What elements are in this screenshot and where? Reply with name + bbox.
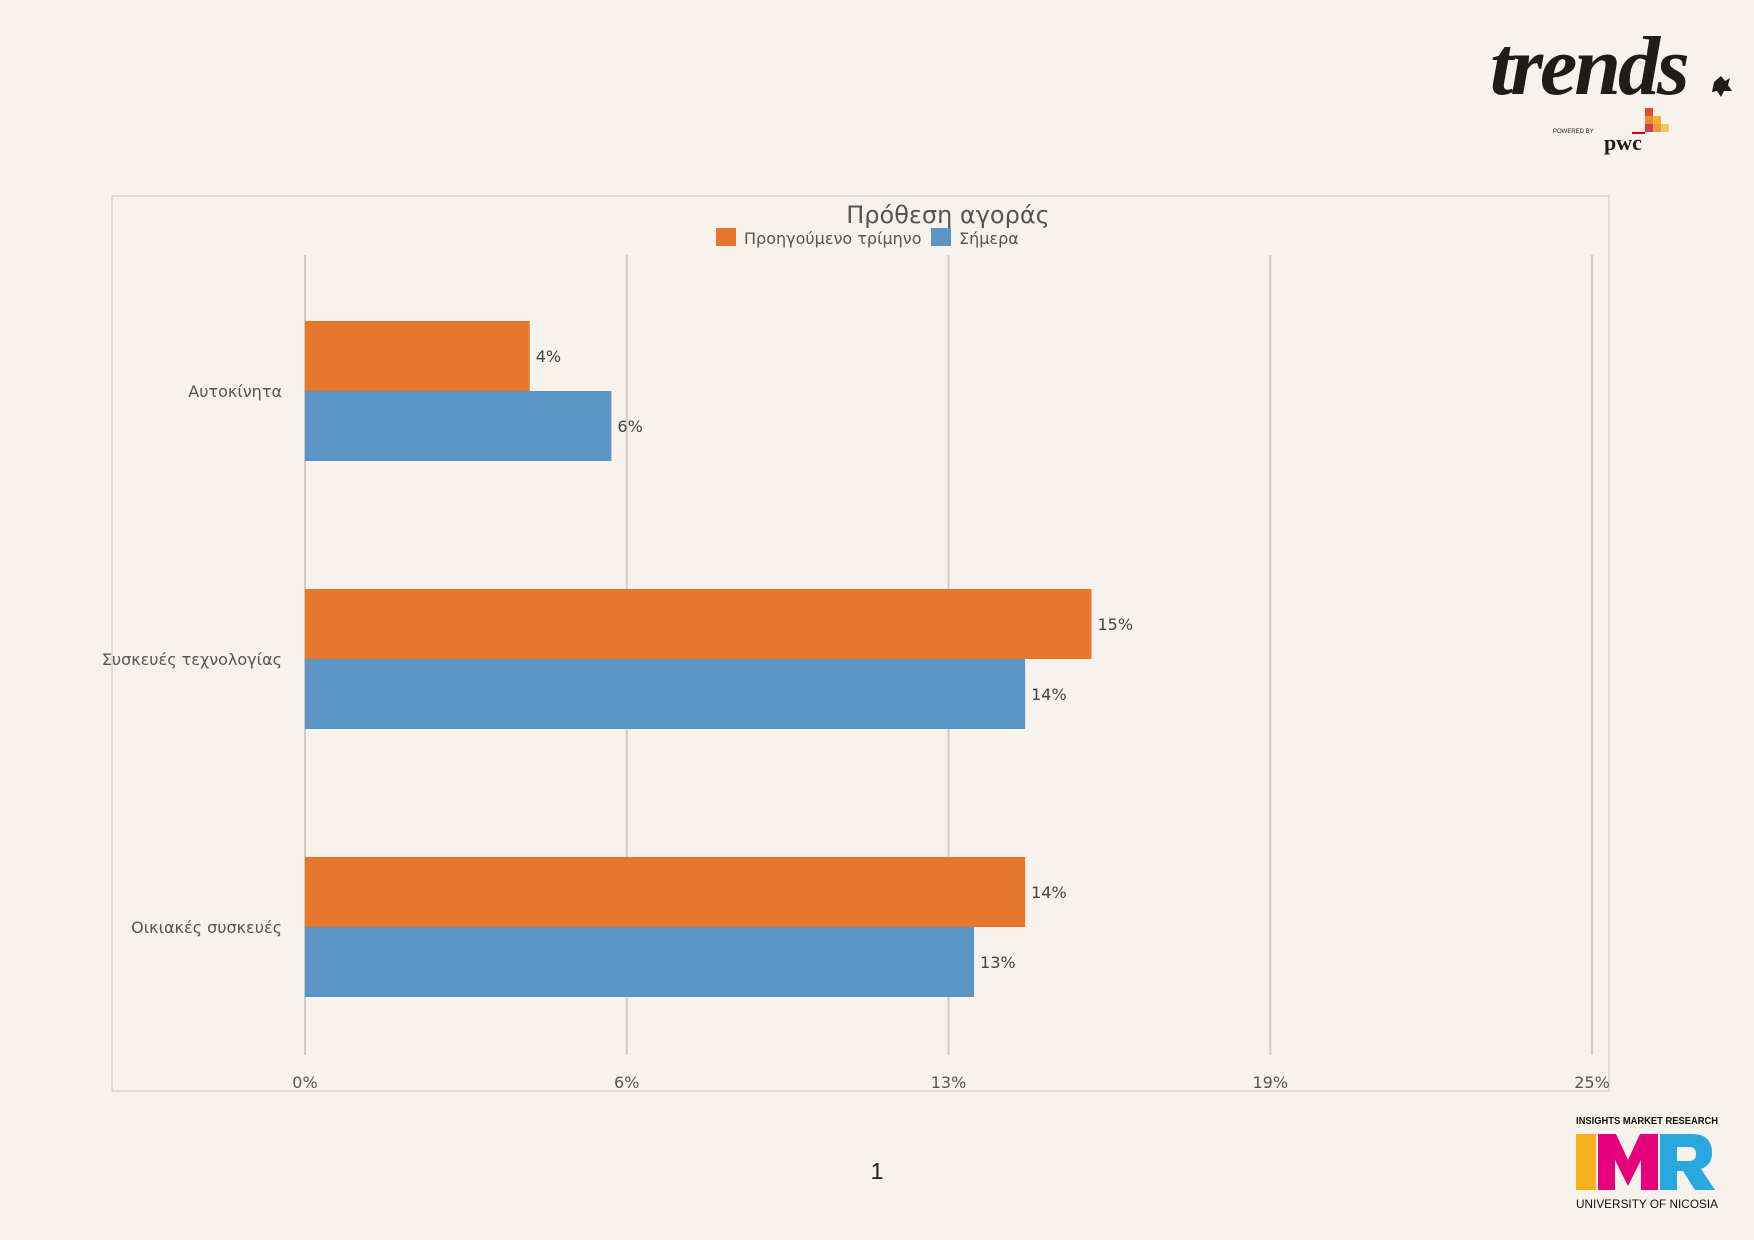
trends-wordmark: trends: [1490, 20, 1688, 113]
x-tick-label: 25%: [1574, 1073, 1610, 1092]
chart-legend: Προηγούμενο τρίμηνο Σήμερα: [716, 228, 1019, 248]
category-label: Αυτοκίνητα: [188, 382, 282, 401]
imr-top-text: INSIGHTS MARKET RESEARCH: [1576, 1115, 1718, 1127]
legend-swatch-today: [931, 228, 951, 246]
pwc-wordmark: pwc: [1604, 130, 1642, 155]
imr-logo: INSIGHTS MARKET RESEARCH UNIVERSITY OF N…: [1576, 1115, 1718, 1211]
bar-today: [305, 659, 1026, 729]
bar-value-label: 4%: [536, 347, 561, 366]
legend-swatch-previous: [716, 228, 736, 246]
x-tick-label: 6%: [614, 1073, 639, 1092]
bar-previous-quarter: [305, 857, 1026, 927]
bar-value-label: 14%: [1031, 883, 1067, 902]
category-labels: Αυτοκίνητα Συσκευές τεχνολογίας Οικιακές σ…: [102, 382, 282, 937]
imr-mark-icon: [1576, 1134, 1715, 1190]
imr-bottom-text: UNIVERSITY OF NICOSIA: [1576, 1197, 1718, 1211]
category-label: Οικιακές συσκευές: [131, 918, 282, 937]
trends-pwc-logo: trends POWERED BY pwc: [1490, 20, 1732, 155]
category-label: Συσκευές τεχνολογίας: [102, 650, 282, 669]
pwc-squares-icon: [1632, 108, 1669, 134]
page-number: 1: [870, 1158, 884, 1184]
legend-label-today: Σήμερα: [959, 229, 1019, 248]
bar-previous-quarter: [305, 321, 530, 391]
legend-label-previous: Προηγούμενο τρίμηνο: [744, 229, 922, 248]
bar-value-label: 6%: [617, 417, 642, 436]
bar-value-label: 14%: [1031, 685, 1067, 704]
x-tick-label: 13%: [931, 1073, 967, 1092]
bar-today: [305, 391, 612, 461]
chart-title: Πρόθεση αγοράς: [846, 201, 1050, 229]
x-tick-label: 0%: [292, 1073, 317, 1092]
bar-previous-quarter: [305, 589, 1092, 659]
bar-today: [305, 927, 975, 997]
powered-by-label: POWERED BY: [1553, 129, 1594, 135]
x-tick-label: 19%: [1252, 1073, 1288, 1092]
bar-labels: 4% 6% 15% 14% 14% 13%: [536, 347, 1133, 972]
lion-icon: [1712, 76, 1732, 97]
bar-value-label: 15%: [1098, 615, 1134, 634]
bar-value-label: 13%: [980, 953, 1016, 972]
x-tick-labels: 0% 6% 13% 19% 25%: [292, 1073, 1609, 1092]
bars: [305, 321, 1092, 997]
